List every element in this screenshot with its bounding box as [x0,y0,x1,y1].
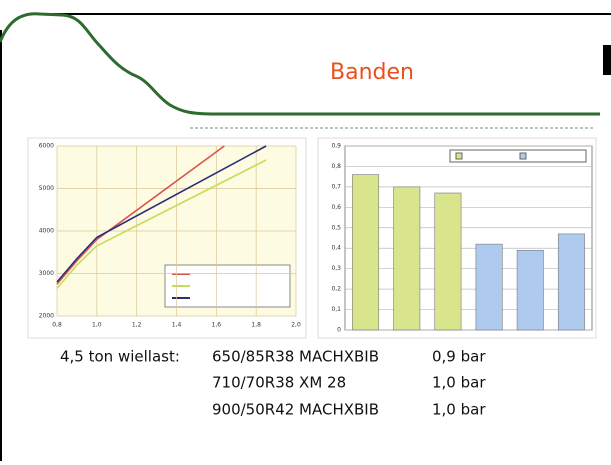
x-tick-label: 1,6 [212,322,222,329]
y-tick-label: 0,6 [331,204,341,211]
load-label: 4,5 ton wiellast: [60,348,180,366]
bar [352,174,380,331]
bar [393,186,421,331]
x-tick-label: 2,0 [291,322,301,329]
legend-swatch [455,152,463,160]
legend-swatch [519,152,527,160]
pressure: 0,9 bar [432,348,486,366]
data-line [56,159,267,289]
y-tick-label: 4000 [39,228,54,235]
x-tick-label: 1,8 [251,322,261,329]
bar-legend [449,149,587,163]
y-tick-label: 0,9 [331,143,341,150]
x-tick-label: 1,2 [132,322,142,329]
x-tick-label: 0,8 [52,322,62,329]
pressure: 1,0 bar [432,374,486,392]
bar [516,249,544,331]
y-tick-label: 0,3 [331,265,341,272]
y-tick-label: 0,4 [331,245,341,252]
bar [557,233,585,331]
bar [475,243,503,331]
frame-tab [603,45,611,75]
y-tick-label: 0 [337,327,341,334]
y-tick-label: 3000 [39,270,54,277]
x-tick-label: 1,0 [92,322,102,329]
y-tick-label: 0,5 [331,224,341,231]
bar-plot-area [344,145,593,331]
x-tick-label: 1,4 [172,322,182,329]
y-tick-label: 0,8 [331,163,341,170]
tire: 710/70R38 XM 28 [212,374,346,392]
y-tick-label: 0,1 [331,306,341,313]
data-line [56,145,225,285]
data-line [56,145,267,283]
y-tick-label: 2000 [39,313,54,320]
y-tick-label: 0,7 [331,183,341,190]
tire: 650/85R38 MACHXBIB [212,348,379,366]
header-curve [0,12,600,116]
pressure: 1,0 bar [432,401,486,419]
y-tick-label: 6000 [39,143,54,150]
slide-title: Banden [330,60,414,85]
tire: 900/50R42 MACHXBIB [212,401,379,419]
y-tick-label: 0,2 [331,286,341,293]
bar [434,192,462,331]
y-tick-label: 5000 [39,185,54,192]
